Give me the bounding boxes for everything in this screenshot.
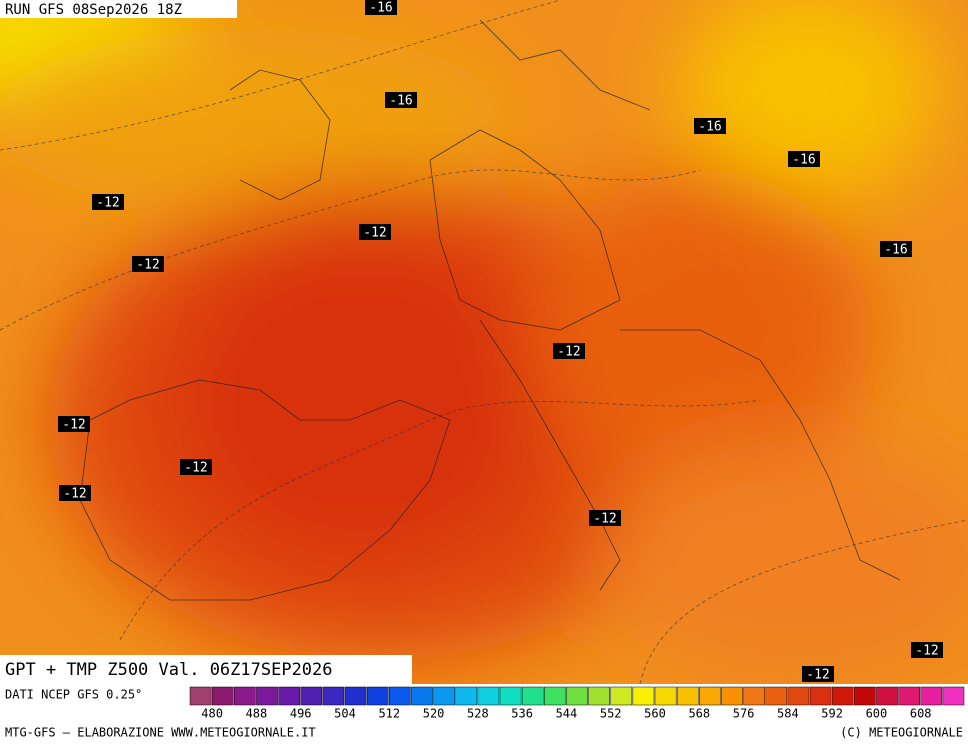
colorbar-swatch [499, 686, 522, 706]
colorbar-swatch [831, 686, 854, 706]
colorbar-swatch [942, 686, 965, 706]
colorbar-swatch [433, 686, 455, 706]
colorbar-swatch [300, 686, 323, 706]
colorbar-swatch [477, 686, 500, 706]
colorbar-swatch [898, 686, 920, 706]
colorbar-tick: 528 [467, 707, 489, 721]
copyright: (C) METEOGIORNALE [840, 726, 963, 740]
colorbar-swatch [765, 686, 788, 706]
contour-label: -12 [62, 418, 85, 433]
colorbar-swatch [189, 686, 212, 706]
colorbar-tick: 504 [334, 707, 356, 721]
colorbar-swatch [610, 686, 633, 706]
contour-label: -12 [593, 512, 616, 527]
colorbar-tick: 488 [246, 707, 268, 721]
contour-label-box [553, 343, 585, 359]
colorbar-tick: 560 [644, 707, 666, 721]
source: DATI NCEP GFS 0.25° [5, 688, 142, 702]
colorbar-swatch [787, 686, 810, 706]
contour-label: -12 [184, 461, 207, 476]
title-box [0, 655, 412, 684]
contour-label-box [365, 0, 397, 15]
colorbar-swatch [389, 686, 411, 706]
contour-label-box [589, 510, 621, 526]
contour-label: -16 [792, 153, 815, 168]
colorbar-swatch [920, 686, 943, 706]
colorbar-tick: 520 [423, 707, 445, 721]
contour-label-box [58, 416, 90, 432]
colorbar-swatch [854, 686, 876, 706]
contour-label: -12 [63, 487, 86, 502]
contour-label-box [180, 459, 212, 475]
contour-label: -16 [389, 94, 412, 109]
colorbar-swatch [566, 686, 588, 706]
colorbar-swatch [211, 686, 234, 706]
colorbar-swatch [743, 686, 765, 706]
colorbar-swatch [366, 686, 389, 706]
colorbar-tick: 600 [866, 707, 888, 721]
colorbar-tick: 512 [378, 707, 400, 721]
colorbar-tick: 552 [600, 707, 622, 721]
contour-label-box [59, 485, 91, 501]
contour-label: -12 [557, 345, 580, 360]
colorbar-tick: 480 [201, 707, 223, 721]
colorbar-swatch [322, 686, 345, 706]
contour-label: -16 [884, 243, 907, 258]
run-label: RUN GFS 08Sep2026 18Z [5, 2, 182, 18]
colorbar-swatch [256, 686, 278, 706]
colorbar-swatch [699, 686, 721, 706]
colorbar-tick: 544 [556, 707, 578, 721]
contour-label: -12 [915, 644, 938, 659]
contour-label-box [92, 194, 124, 210]
contour-label-box [132, 256, 164, 272]
contour-label-box [911, 642, 943, 658]
colorbar-tick: 576 [733, 707, 755, 721]
contour-label: -12 [136, 258, 159, 273]
contour-label: -12 [96, 196, 119, 211]
colorbar-tick: 608 [910, 707, 932, 721]
contour-label-box [385, 92, 417, 108]
map [0, 0, 968, 684]
colorbar-swatch [234, 686, 256, 706]
header-box [0, 0, 237, 18]
contour-label-box [802, 666, 834, 682]
colorbar-swatch [721, 686, 743, 706]
colorbar-swatch [588, 686, 610, 706]
colorbar-tick: 592 [821, 707, 843, 721]
colorbar-tick: 568 [688, 707, 710, 721]
colorbar-swatch [632, 686, 655, 706]
contour-label-box [788, 151, 820, 167]
credit: MTG-GFS — ELABORAZIONE WWW.METEOGIORNALE… [5, 726, 316, 740]
colorbar-swatch [278, 686, 300, 706]
colorbar-swatch [521, 686, 544, 706]
colorbar-swatch [544, 686, 566, 706]
contour-label-box [694, 118, 726, 134]
colorbar-swatch [809, 686, 832, 706]
colorbar-swatch [411, 686, 433, 706]
contour-label-box [359, 224, 391, 240]
map-title: GPT + TMP Z500 Val. 06Z17SEP2026 [5, 660, 333, 680]
contour-label: -16 [698, 120, 721, 135]
colorbar-tick: 536 [511, 707, 533, 721]
colorbar-swatch [876, 686, 898, 706]
contour-label: -16 [369, 1, 392, 16]
colorbar-swatch [676, 686, 699, 706]
contour-label-box [880, 241, 912, 257]
colorbar-swatch [654, 686, 677, 706]
colorbar-tick: 584 [777, 707, 799, 721]
colorbar-tick: 496 [290, 707, 312, 721]
contour-label: -12 [806, 668, 829, 683]
contour-label: -12 [363, 226, 386, 241]
colorbar-swatch [455, 686, 478, 706]
colorbar-swatch [344, 686, 367, 706]
